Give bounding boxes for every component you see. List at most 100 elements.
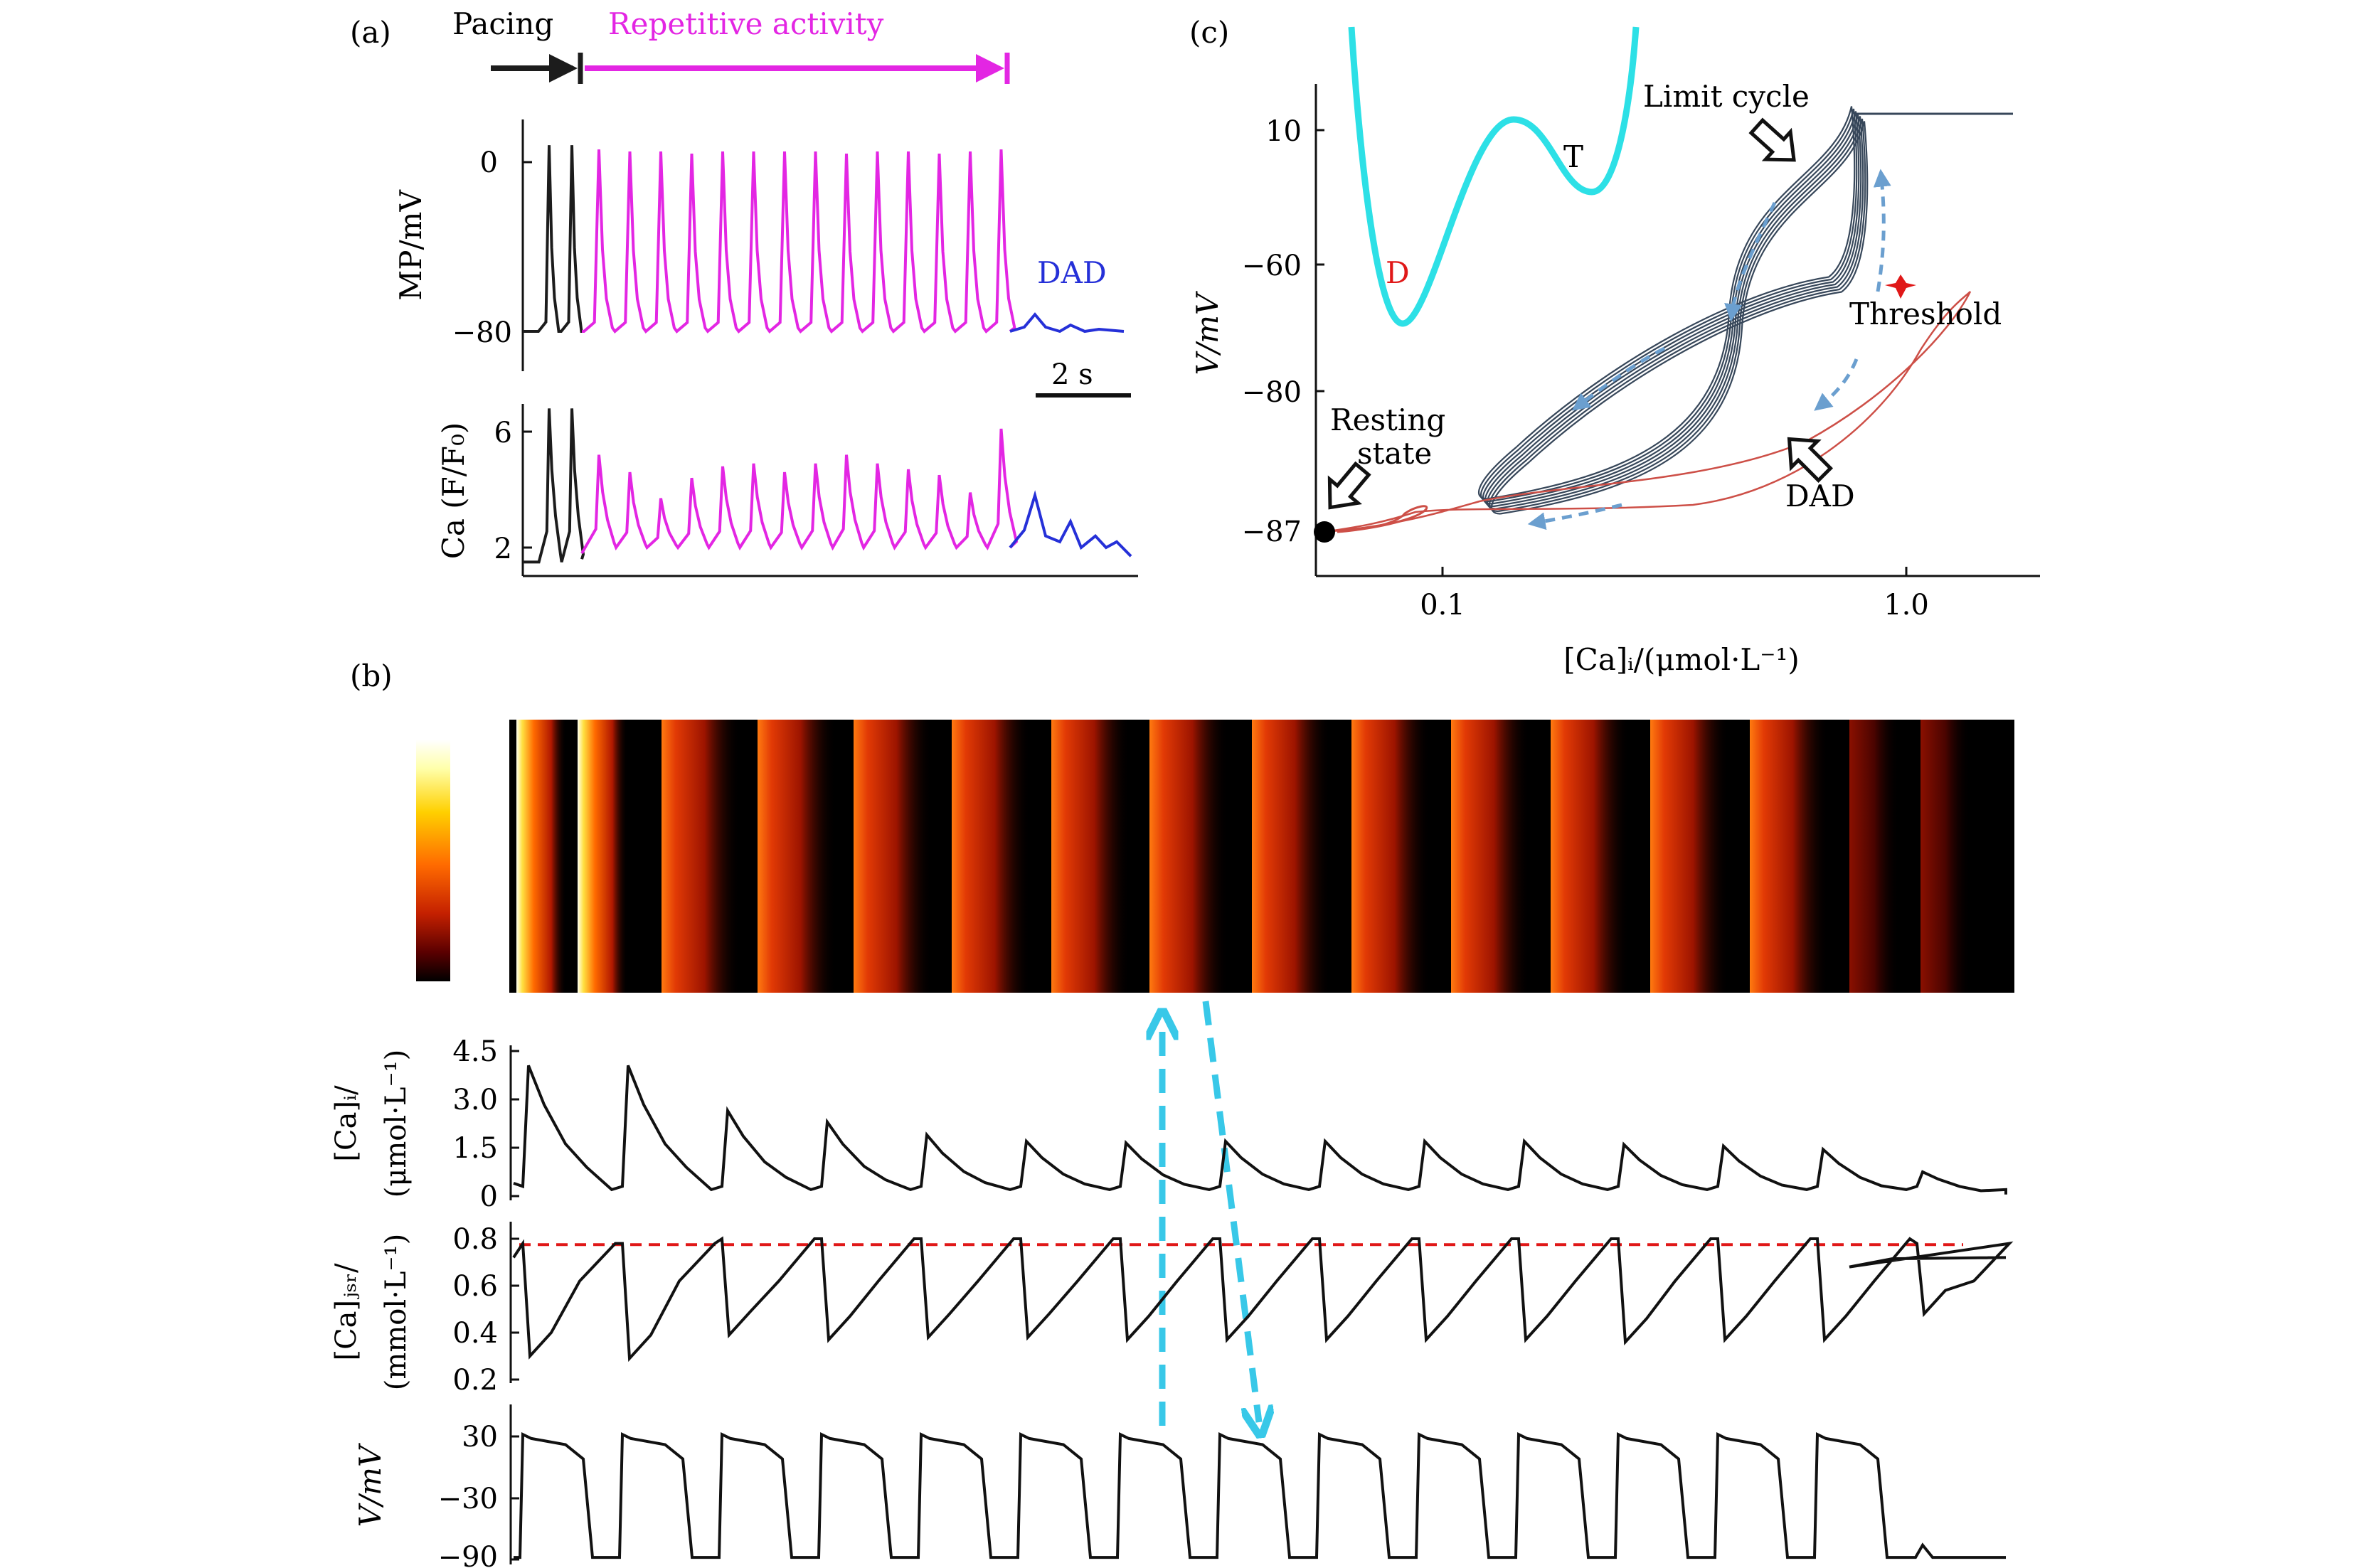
linescan-band xyxy=(758,720,836,993)
linescan-band xyxy=(1252,720,1330,993)
panel-c-label: (c) xyxy=(1189,15,1229,50)
v-tick-label-minus30: −30 xyxy=(438,1483,498,1515)
linescan-band xyxy=(1750,720,1828,993)
cajsr-y-label-line2: (mmol·L⁻¹) xyxy=(380,1234,413,1390)
cajsr-tick-label-0.8: 0.8 xyxy=(452,1223,498,1256)
ca-tick-label-2: 2 xyxy=(494,533,512,565)
linescan-bands xyxy=(516,720,1970,993)
ca-tick-label-6: 6 xyxy=(494,417,512,449)
pacing-arrow xyxy=(491,53,583,84)
ca-pacing-trace xyxy=(523,408,585,564)
flow-arrows xyxy=(1527,169,1891,530)
c-x-label: [Ca]ᵢ/(μmol·L⁻¹) xyxy=(1563,642,1799,677)
resting-wobble xyxy=(1337,505,1428,533)
c-tick-label-1.0: 1.0 xyxy=(1884,589,1929,622)
dad-label-c: DAD xyxy=(1785,479,1855,513)
colorbar xyxy=(416,740,450,981)
cai-tick-label-1.5: 1.5 xyxy=(452,1132,498,1165)
mp-dad-trace xyxy=(1009,312,1125,334)
energy-landscape-curve xyxy=(1348,26,1640,327)
flow-arrow-down-left xyxy=(1724,201,1777,322)
c-tick-label-minus80: −80 xyxy=(1242,376,1302,409)
limit-cycle-loop xyxy=(1488,118,1866,513)
v-y-label: V/mV xyxy=(353,1443,388,1527)
repetitive-arrow xyxy=(585,53,1010,84)
threshold-marker xyxy=(1885,274,1916,299)
c-tick-label-0.1: 0.1 xyxy=(1420,589,1465,622)
scale-bar-label: 2 s xyxy=(1051,358,1093,391)
cajsr-y-label-line1: [Ca]ⱼₛᵣ/ xyxy=(330,1263,363,1361)
linescan-band xyxy=(854,720,932,993)
cajsr-trace xyxy=(512,1236,2014,1362)
linescan-band xyxy=(952,720,1030,993)
linescan-band xyxy=(1551,720,1629,993)
limit-cycle-loop xyxy=(1484,113,1862,508)
limit-cycle-loops xyxy=(1477,106,1869,515)
v-tick-label-30: 30 xyxy=(462,1421,498,1454)
resting-arrow xyxy=(1327,461,1371,510)
flow-arrow-lower-left xyxy=(1571,346,1666,411)
ca-repetitive-trace xyxy=(580,428,1019,555)
flow-arrow-dad-down xyxy=(1814,358,1859,411)
linescan-band xyxy=(516,720,566,993)
mp-tick-label-minus80: −80 xyxy=(452,316,512,349)
linescan-band xyxy=(1451,720,1529,993)
linescan-band xyxy=(662,720,740,993)
c-tick-label-10: 10 xyxy=(1265,115,1302,148)
limit-cycle-loop xyxy=(1486,116,1864,510)
cai-tick-label-4.5: 4.5 xyxy=(452,1035,498,1068)
linescan-band xyxy=(1051,720,1130,993)
cajsr-tick-label-0.2: 0.2 xyxy=(452,1364,498,1397)
cajsr-tick-label-0.4: 0.4 xyxy=(452,1317,498,1350)
cai-tick-label-3.0: 3.0 xyxy=(452,1084,498,1116)
cai-y-label-line1: [Ca]ᵢ/ xyxy=(330,1085,363,1162)
panel-a: Pacing Repetitive activity 0 −80 MP/mV D… xyxy=(393,6,1138,577)
mp-pacing-trace xyxy=(523,145,583,333)
limit-cycle-arrow xyxy=(1748,117,1796,162)
mp-repetitive-trace xyxy=(582,149,1016,334)
pacing-label: Pacing xyxy=(452,6,553,41)
limit-cycle-loop xyxy=(1479,108,1858,503)
linescan-band xyxy=(1351,720,1430,993)
dad-label-a: DAD xyxy=(1037,255,1107,290)
cyan-arrow-down xyxy=(1202,1001,1259,1422)
dad-trajectory xyxy=(1324,291,1972,533)
resting-label-line1: Resting xyxy=(1330,402,1445,437)
linescan-band xyxy=(1650,720,1728,993)
dad-arrow xyxy=(1787,437,1834,484)
c-y-label: V/mV xyxy=(1190,291,1225,375)
cajsr-tick-label-0.6: 0.6 xyxy=(452,1270,498,1303)
mp-tick-label-0: 0 xyxy=(480,146,498,179)
limit-cycle-loop xyxy=(1490,121,1869,515)
well-d-label: D xyxy=(1386,255,1410,290)
panel-b-label: (b) xyxy=(350,658,393,693)
resting-state-marker xyxy=(1314,521,1335,543)
panel-c: 10 −60 −80 −87 0.1 1.0 [Ca]ᵢ/(μmol·L⁻¹) … xyxy=(1190,26,2040,677)
v-trace xyxy=(514,1431,2006,1559)
threshold-label: Threshold xyxy=(1849,297,2002,331)
limit-cycle-label: Limit cycle xyxy=(1643,79,1810,114)
cai-trace xyxy=(513,1065,2007,1195)
cai-tick-label-0: 0 xyxy=(480,1180,498,1213)
panel-b: 4.5 3.0 1.5 0 [Ca]ᵢ/ (μmol·L⁻¹) 0.8 0.6 … xyxy=(330,720,2014,1568)
panel-a-label: (a) xyxy=(350,15,391,50)
flow-arrow-bottom xyxy=(1527,503,1622,530)
flow-arrow-up-right xyxy=(1873,169,1891,292)
linescan-band xyxy=(578,720,627,993)
well-t-label: T xyxy=(1563,139,1583,174)
mp-y-label: MP/mV xyxy=(393,190,428,301)
limit-cycle-loop xyxy=(1482,111,1860,505)
linescan-band xyxy=(1849,720,1899,993)
c-tick-label-minus87: −87 xyxy=(1242,516,1302,548)
resting-label-line2: state xyxy=(1357,436,1432,471)
ca-dad-trace xyxy=(1009,490,1132,558)
v-tick-label-minus90: −90 xyxy=(438,1541,498,1568)
c-tick-label-minus60: −60 xyxy=(1242,250,1302,282)
linescan-band xyxy=(1921,720,1970,993)
ca-y-label: Ca (F/F₀) xyxy=(436,422,471,560)
repetitive-label: Repetitive activity xyxy=(608,6,884,41)
linescan-band xyxy=(1149,720,1228,993)
cai-y-label-line2: (μmol·L⁻¹) xyxy=(380,1050,413,1198)
